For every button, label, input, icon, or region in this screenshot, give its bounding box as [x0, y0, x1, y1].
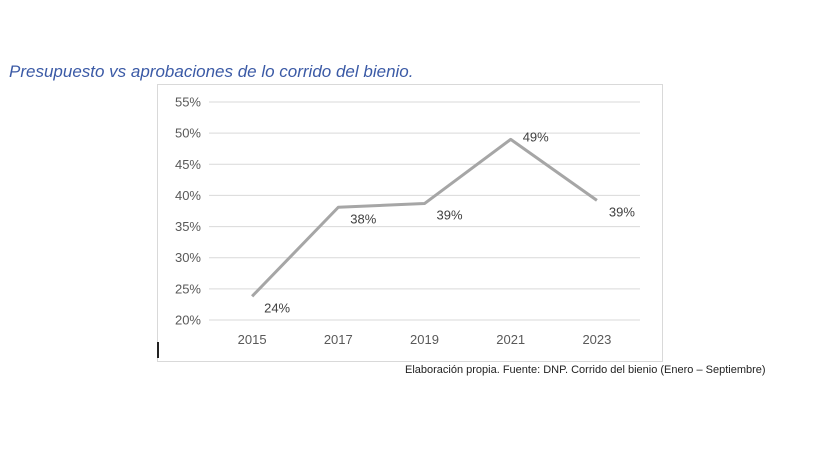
x-axis-ticks: 2015 2017 2019 2021 2023: [238, 332, 612, 347]
y-tick-label: 45%: [175, 157, 201, 172]
y-tick-label: 40%: [175, 188, 201, 203]
chart-area: [157, 84, 663, 362]
x-tick-label: 2019: [410, 332, 439, 347]
x-tick-label: 2017: [324, 332, 353, 347]
data-label: 39%: [609, 204, 635, 219]
y-tick-label: 30%: [175, 250, 201, 265]
gridlines: [209, 101, 640, 321]
x-tick-label: 2021: [496, 332, 525, 347]
source-note: Elaboración propia. Fuente: DNP. Corrido…: [405, 364, 766, 376]
y-axis-ticks: 20% 25% 30% 35% 40% 45% 50% 55%: [175, 95, 201, 328]
text-cursor: [157, 342, 159, 358]
data-label: 39%: [437, 208, 463, 223]
series-line: [251, 137, 598, 298]
y-tick-label: 50%: [175, 126, 201, 141]
y-tick-label: 25%: [175, 281, 201, 296]
data-label: 24%: [264, 300, 290, 315]
chart-title: Presupuesto vs aprobaciones de lo corrid…: [9, 62, 414, 81]
data-labels: 24% 38% 39% 49% 39%: [264, 129, 635, 315]
data-label: 49%: [523, 129, 549, 144]
y-tick-label: 55%: [175, 95, 201, 110]
y-tick-label: 35%: [175, 219, 201, 234]
data-label: 38%: [350, 211, 376, 226]
x-tick-label: 2023: [582, 332, 611, 347]
x-tick-label: 2015: [238, 332, 267, 347]
y-tick-label: 20%: [175, 313, 201, 328]
